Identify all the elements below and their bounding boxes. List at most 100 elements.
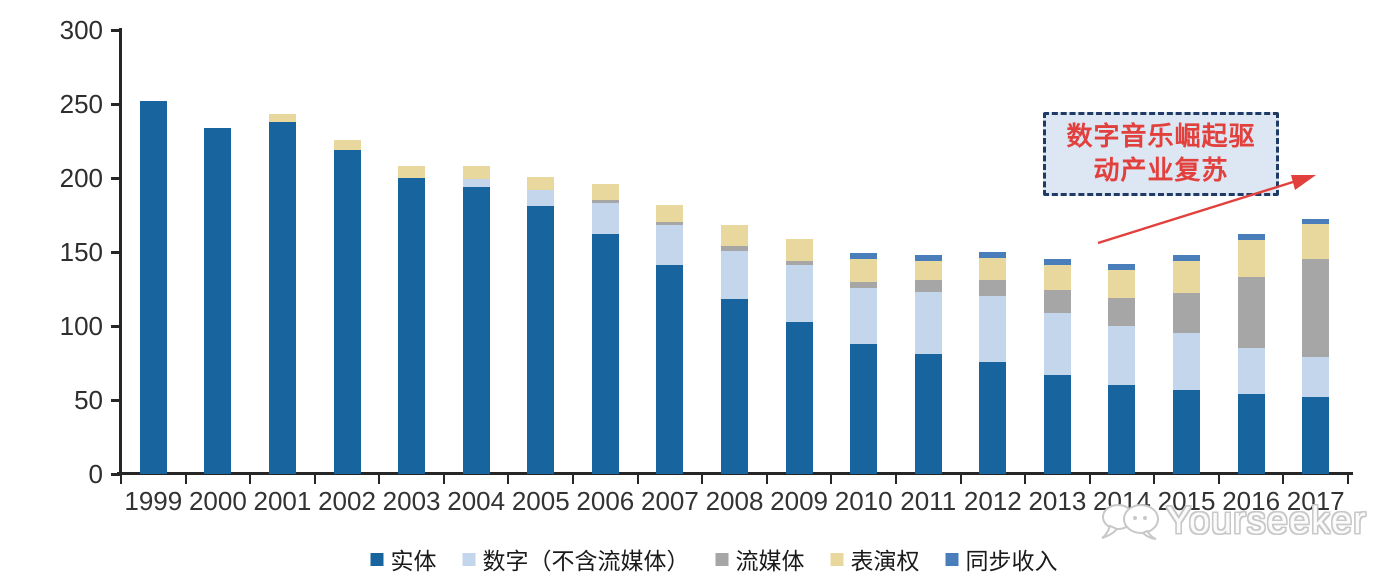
- x-axis-category-label: 2012: [963, 486, 1022, 516]
- x-axis-tick: [249, 475, 252, 484]
- x-axis-category-label: 2003: [382, 486, 441, 516]
- annotation-callout: 数字音乐崛起驱 动产业复苏: [1043, 112, 1279, 196]
- legend-label-streaming: 流媒体: [735, 549, 805, 575]
- watermark: Yourseeker: [1100, 498, 1367, 544]
- legend-label-sync-revenue: 同步收入: [965, 549, 1058, 575]
- bar-segment-performance-rights: [721, 225, 748, 247]
- bar-segment-streaming: [591, 200, 619, 204]
- bar-segment-performance-rights: [979, 257, 1007, 281]
- y-axis-tick-label: 300: [59, 15, 103, 45]
- x-axis-tick: [184, 475, 187, 484]
- x-axis-category-label: 1999: [124, 486, 183, 516]
- bar-segment-digital-excl-streaming: [1173, 333, 1201, 390]
- bar-segment-digital-excl-streaming: [1043, 312, 1071, 375]
- bar-segment-digital-excl-streaming: [591, 203, 619, 235]
- bar-segment-performance-rights: [333, 139, 361, 150]
- bar-segment-digital-excl-streaming: [656, 225, 684, 266]
- bar-segment-performance-rights: [398, 166, 426, 178]
- bar-segment-physical: [850, 343, 878, 474]
- chat-bubbles-icon: [1101, 504, 1159, 540]
- bar-segment-performance-rights: [850, 259, 878, 282]
- bar-segment-physical: [139, 101, 167, 474]
- x-axis-tick: [507, 475, 510, 484]
- x-axis-category-label: 2000: [188, 486, 247, 516]
- bar-segment-sync-revenue: [914, 254, 942, 261]
- bar-segment-sync-revenue: [1173, 254, 1201, 261]
- bar-segment-performance-rights: [914, 260, 942, 281]
- annotation-line-1: 数字音乐崛起驱: [1066, 122, 1256, 152]
- watermark-brand: Yourseeker: [1166, 499, 1367, 542]
- legend-label-performance-rights: 表演权: [850, 549, 920, 575]
- x-axis-tick: [313, 475, 316, 484]
- bar-segment-physical: [398, 178, 426, 474]
- bar-segment-physical: [462, 186, 490, 474]
- bar-segment-digital-excl-streaming: [1108, 326, 1136, 386]
- bar-segment-performance-rights: [1237, 240, 1265, 278]
- x-axis-category-label: 2017: [1286, 486, 1345, 516]
- bar-segment-performance-rights: [656, 204, 684, 223]
- x-axis-tick: [636, 475, 639, 484]
- bar-segment-digital-excl-streaming: [850, 287, 878, 344]
- bar-segment-physical: [1108, 385, 1136, 474]
- x-axis-tick: [959, 475, 962, 484]
- bar-segment-digital-excl-streaming: [979, 296, 1007, 362]
- bar-segment-physical: [268, 121, 296, 474]
- y-axis-line: [119, 28, 122, 476]
- y-axis-tick-label: 200: [59, 163, 103, 193]
- bar-segment-physical: [1173, 389, 1201, 474]
- bar-segment-streaming: [1237, 277, 1265, 349]
- bar-segment-digital-excl-streaming: [721, 250, 748, 300]
- y-axis-tick: [111, 324, 120, 328]
- x-axis-tick: [378, 475, 381, 484]
- bar-segment-streaming: [1302, 259, 1330, 358]
- bar-segment-streaming: [785, 260, 813, 266]
- legend-swatch-digital-excl-streaming: [462, 552, 476, 566]
- legend-label-physical: 实体: [390, 549, 437, 575]
- x-axis-tick: [442, 475, 445, 484]
- legend-item-streaming: 流媒体: [715, 542, 805, 576]
- y-axis-tick: [111, 398, 120, 402]
- x-axis-category-label: 2015: [1157, 486, 1216, 516]
- bar-segment-physical: [914, 354, 942, 474]
- y-axis-tick-label: 0: [88, 459, 103, 489]
- bar-segment-digital-excl-streaming: [785, 265, 813, 322]
- bar-segment-sync-revenue: [1237, 234, 1265, 241]
- x-axis-category-label: 2007: [640, 486, 699, 516]
- x-axis-category-label: 2006: [576, 486, 635, 516]
- bar-segment-digital-excl-streaming: [462, 179, 490, 187]
- x-axis-tick: [1024, 475, 1027, 484]
- x-axis-tick: [1217, 475, 1220, 484]
- bar-segment-physical: [1237, 394, 1265, 474]
- bar-segment-performance-rights: [527, 176, 555, 190]
- bar-segment-streaming: [914, 280, 942, 292]
- bar-segment-streaming: [850, 281, 878, 288]
- legend-item-performance-rights: 表演权: [830, 542, 920, 576]
- bar-segment-digital-excl-streaming: [527, 189, 555, 207]
- y-axis-tick-label: 150: [59, 237, 103, 267]
- y-axis-tick-label: 250: [59, 89, 103, 119]
- bar-segment-physical: [591, 234, 619, 474]
- bar-segment-physical: [1302, 397, 1330, 474]
- bar-segment-streaming: [656, 222, 684, 226]
- x-axis-tick: [894, 475, 897, 484]
- bar-segment-sync-revenue: [979, 252, 1007, 258]
- bar-segment-streaming: [1043, 290, 1071, 313]
- bar-segment-performance-rights: [1173, 260, 1201, 294]
- legend-swatch-physical: [370, 552, 384, 566]
- x-axis-tick: [765, 475, 768, 484]
- x-axis-category-label: 2010: [834, 486, 893, 516]
- x-axis-category-label: 2001: [253, 486, 312, 516]
- x-axis-tick: [120, 475, 122, 484]
- x-axis-category-label: 2004: [447, 486, 506, 516]
- x-axis-category-label: 2009: [770, 486, 828, 516]
- bar-segment-sync-revenue: [850, 253, 878, 260]
- bar-segment-streaming: [721, 246, 748, 251]
- bar-segment-sync-revenue: [1302, 219, 1330, 224]
- x-axis-tick: [572, 475, 575, 484]
- y-axis-tick: [111, 28, 120, 32]
- y-axis-tick-label: 50: [74, 385, 103, 415]
- bar-segment-physical: [204, 127, 232, 474]
- bar-segment-performance-rights: [591, 183, 619, 201]
- y-axis-tick: [111, 176, 120, 180]
- bar-segment-physical: [1043, 374, 1071, 474]
